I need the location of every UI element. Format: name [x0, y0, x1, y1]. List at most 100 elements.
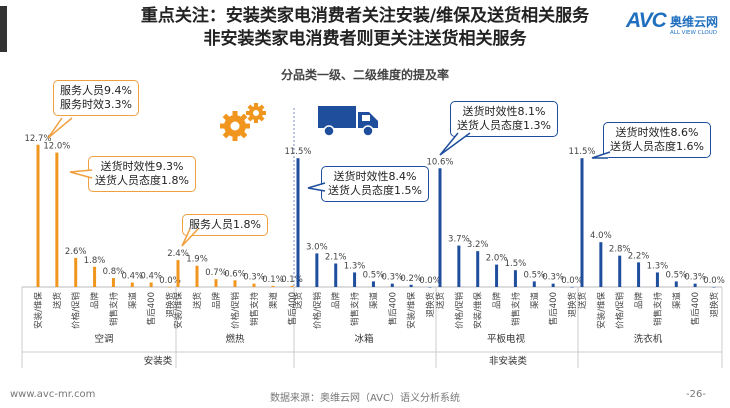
bar-3-5: [532, 281, 536, 287]
tick-label-0-4: 销售支持: [108, 292, 119, 327]
data-label-2-7: 0.0%: [419, 276, 441, 286]
data-label-1-4: 0.3%: [243, 273, 265, 283]
bar-2-0: [296, 158, 300, 287]
bar-1-6: [290, 285, 294, 287]
data-label-1-3: 0.6%: [224, 269, 246, 279]
tick-label-1-0: 安装/维保: [173, 292, 184, 329]
tick-label-1-6: 售后400: [287, 292, 298, 325]
bar-1-0: [176, 260, 180, 287]
tick-label-3-5: 渠道: [529, 292, 540, 310]
bar-4-4: [655, 272, 659, 287]
bar-1-4: [252, 283, 256, 287]
data-label-1-5: 0.1%: [262, 275, 284, 285]
tick-label-4-2: 价格/促销: [615, 292, 626, 329]
data-label-3-2: 3.2%: [467, 240, 489, 250]
data-label-0-0: 12.7%: [24, 134, 51, 144]
title-line-2: 非安装类家电消费者则更关注送货相关服务: [203, 29, 527, 49]
bar-1-5: [271, 285, 275, 287]
tick-label-4-6: 售后400: [690, 292, 701, 325]
group-label-3: 平板电视: [487, 333, 526, 345]
data-label-4-4: 1.3%: [647, 261, 669, 271]
bar-1-3: [233, 280, 237, 287]
bar-4-3: [637, 262, 641, 287]
page-title: 重点关注：安装类家电消费者关注安装/维保及送货相关服务 非安装类家电消费者则更关…: [0, 5, 730, 51]
callout-heater-install: 服务人员1.8%: [182, 214, 268, 236]
data-label-2-2: 2.1%: [325, 252, 347, 262]
chart-title: 分品类一级、二级维度的提及率: [280, 68, 449, 82]
tick-label-4-0: 送货: [577, 292, 588, 310]
tick-label-4-4: 销售支持: [652, 292, 663, 327]
data-label-0-5: 0.4%: [121, 272, 143, 282]
data-label-2-5: 0.3%: [381, 273, 403, 283]
tail-tv: [439, 132, 471, 156]
bar-2-3: [353, 272, 357, 287]
tick-label-3-0: 送货: [435, 292, 446, 310]
bar-0-1: [55, 152, 59, 287]
callout-ac-delivery: 送货时效性9.3% 送货人员态度1.8%: [88, 156, 196, 192]
bar-3-0: [438, 168, 442, 287]
bar-0-4: [111, 278, 115, 287]
data-label-4-1: 4.0%: [590, 231, 612, 241]
bar-2-7: [428, 287, 432, 288]
tick-label-0-0: 安装/维保: [33, 292, 44, 329]
group-label-0: 空调: [94, 333, 113, 345]
data-label-2-6: 0.2%: [400, 274, 422, 284]
data-label-1-0: 2.4%: [167, 249, 189, 259]
bar-0-0: [36, 144, 40, 287]
tick-label-1-1: 送货: [192, 292, 203, 310]
data-label-1-2: 0.7%: [205, 268, 227, 278]
data-label-3-3: 2.0%: [486, 254, 508, 264]
data-source: 数据来源：奥维云网（AVC）语义分析系统: [269, 393, 461, 404]
bar-3-7: [570, 287, 574, 288]
tick-label-2-6: 安装/维保: [406, 292, 417, 329]
tick-label-2-5: 售后400: [387, 292, 398, 325]
tick-label-0-6: 售后400: [146, 292, 157, 325]
data-label-4-5: 0.5%: [665, 270, 687, 280]
data-label-2-0: 11.5%: [284, 147, 311, 157]
group-label-1: 燃热: [225, 333, 245, 345]
bar-3-3: [495, 264, 499, 287]
tick-label-3-1: 价格/促销: [454, 292, 465, 329]
section-label-1: 非安装类: [489, 355, 528, 367]
bar-1-2: [214, 279, 218, 287]
callout-washer-delivery: 送货时效性8.6% 送货人员态度1.6%: [603, 122, 711, 158]
bar-4-2: [618, 255, 622, 287]
tick-label-4-1: 安装/维保: [596, 292, 607, 329]
bar-0-5: [130, 282, 134, 287]
bar-3-4: [513, 270, 517, 287]
tick-label-3-4: 销售支持: [510, 292, 521, 327]
tick-label-0-5: 渠道: [127, 292, 138, 310]
bar-0-2: [74, 257, 78, 287]
tick-label-0-1: 送货: [52, 292, 63, 310]
truck-icon: [318, 106, 378, 137]
data-label-3-7: 0.0%: [561, 276, 583, 286]
bar-2-6: [409, 284, 413, 287]
tick-label-3-7: 退换货: [567, 292, 578, 318]
tick-label-2-4: 渠道: [368, 292, 379, 310]
tail-ac-delivery: [69, 169, 93, 179]
data-label-0-7: 0.0%: [159, 276, 181, 286]
bar-3-2: [476, 251, 480, 287]
tick-label-3-3: 品牌: [492, 292, 503, 310]
tick-label-3-6: 售后400: [548, 292, 559, 325]
header-accent-bar: [0, 6, 7, 52]
bar-4-0: [580, 158, 584, 287]
bar-2-2: [334, 263, 338, 287]
tick-label-2-3: 销售支持: [350, 292, 361, 327]
data-label-0-3: 1.8%: [84, 256, 106, 266]
group-label-2: 冰箱: [354, 333, 373, 345]
bar-4-7: [712, 287, 716, 288]
group-label-4: 洗衣机: [634, 333, 663, 345]
website-link[interactable]: www.avc-mr.com: [10, 389, 96, 400]
tail-washer: [591, 151, 611, 159]
bar-4-5: [674, 281, 678, 287]
bar-3-6: [551, 283, 555, 287]
tick-label-2-1: 价格/促销: [312, 292, 323, 329]
data-label-2-4: 0.5%: [363, 270, 385, 280]
data-label-2-3: 1.3%: [344, 261, 366, 271]
bar-2-5: [390, 283, 394, 287]
bar-4-1: [599, 242, 603, 287]
tick-label-3-2: 安装/维保: [473, 292, 484, 329]
